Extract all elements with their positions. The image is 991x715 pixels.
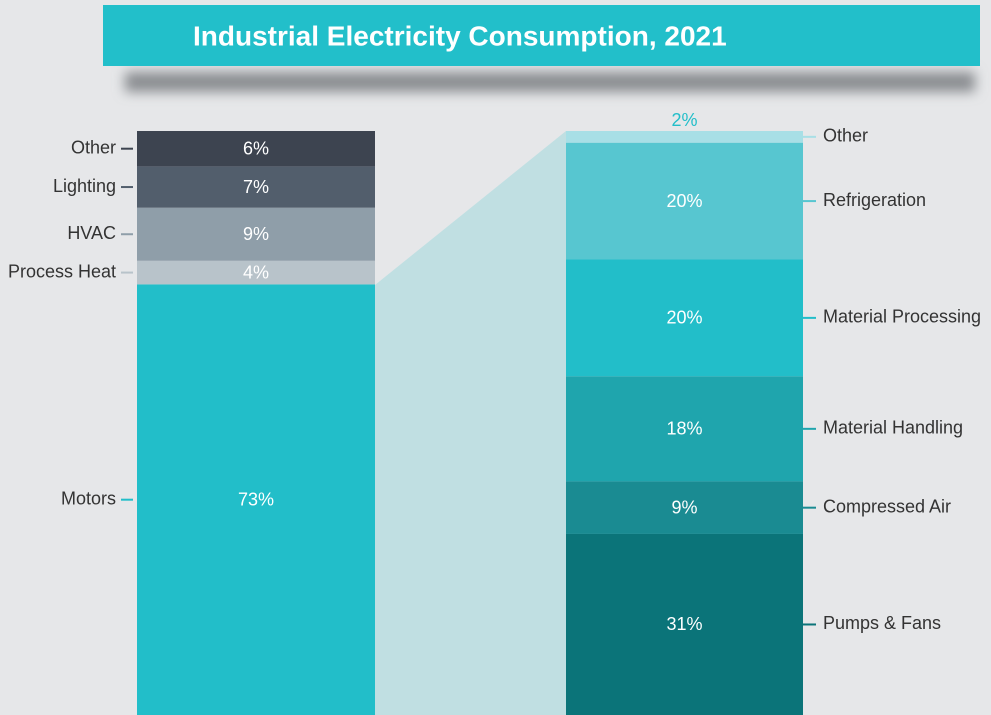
- title-banner: [103, 5, 980, 66]
- category-label: Other: [71, 137, 116, 157]
- chart-title: Industrial Electricity Consumption, 2021: [193, 20, 727, 51]
- category-label: Refrigeration: [823, 190, 926, 210]
- value-label: 73%: [238, 489, 274, 509]
- category-label: Other: [823, 126, 868, 146]
- value-label: 4%: [243, 262, 269, 282]
- value-label: 9%: [243, 224, 269, 244]
- value-label: 6%: [243, 138, 269, 158]
- category-label: Material Handling: [823, 418, 963, 438]
- bar-segment: [566, 142, 803, 260]
- value-label: 20%: [666, 191, 702, 211]
- value-label: 20%: [666, 308, 702, 328]
- bar-segment: [137, 131, 375, 167]
- category-label: Material Processing: [823, 307, 981, 327]
- bar-segment: [566, 259, 803, 377]
- bar-segment: [566, 376, 803, 482]
- connector: [375, 131, 566, 715]
- value-label: 31%: [666, 614, 702, 634]
- category-label: Pumps & Fans: [823, 613, 941, 633]
- value-label: 18%: [666, 419, 702, 439]
- category-label: HVAC: [67, 223, 116, 243]
- bar-segment: [566, 131, 803, 143]
- value-label: 2%: [671, 110, 697, 130]
- banner-shadow: [125, 72, 975, 92]
- category-label: Process Heat: [8, 261, 116, 281]
- bar-segment: [137, 284, 375, 715]
- bar-segment: [566, 533, 803, 715]
- category-label: Motors: [61, 488, 116, 508]
- bar-segment: [137, 207, 375, 261]
- bar-segment: [137, 166, 375, 208]
- value-label: 7%: [243, 177, 269, 197]
- value-label: 9%: [671, 497, 697, 517]
- bar-segment: [566, 481, 803, 534]
- category-label: Lighting: [53, 176, 116, 196]
- category-label: Compressed Air: [823, 496, 951, 516]
- bar-segment: [137, 260, 375, 285]
